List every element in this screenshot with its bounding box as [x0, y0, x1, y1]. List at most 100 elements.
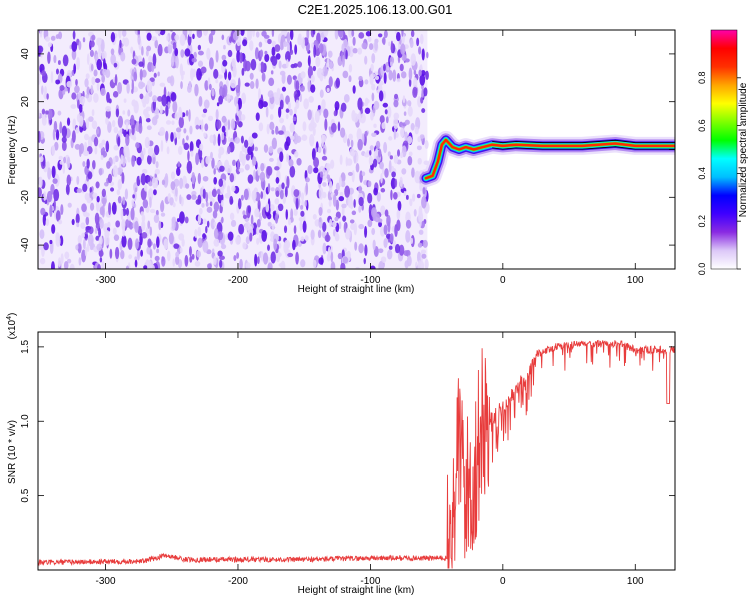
- noise-blob: [146, 45, 152, 52]
- noise-blob: [393, 191, 398, 200]
- noise-blob: [372, 239, 376, 251]
- noise-blob: [274, 44, 281, 52]
- noise-blob: [114, 73, 118, 86]
- noise-blob: [421, 253, 427, 259]
- noise-blob: [378, 261, 385, 269]
- noise-blob: [136, 156, 142, 166]
- noise-blob: [287, 252, 294, 258]
- noise-blob: [422, 187, 426, 195]
- noise-blob: [154, 39, 159, 49]
- noise-blob: [217, 133, 221, 147]
- noise-blob: [215, 79, 219, 84]
- noise-blob: [379, 161, 385, 170]
- noise-blob: [194, 229, 198, 238]
- noise-blob: [293, 208, 298, 217]
- noise-blob: [368, 43, 374, 51]
- noise-blob: [105, 140, 110, 153]
- noise-blob: [386, 249, 393, 260]
- noise-blob: [271, 137, 278, 150]
- noise-blob: [298, 216, 304, 222]
- noise-blob: [363, 102, 368, 107]
- noise-blob: [424, 140, 429, 150]
- noise-blob: [364, 225, 368, 238]
- noise-blob: [47, 167, 52, 180]
- noise-blob: [424, 258, 429, 269]
- noise-blob: [126, 82, 130, 94]
- noise-blob: [370, 63, 374, 72]
- noise-blob: [172, 100, 178, 114]
- noise-blob: [363, 257, 366, 265]
- noise-blob: [82, 239, 86, 250]
- noise-blob: [183, 142, 190, 151]
- noise-blob: [254, 146, 259, 152]
- noise-blob: [290, 208, 294, 220]
- noise-blob: [194, 260, 201, 267]
- noise-blob: [383, 238, 388, 249]
- noise-blob: [286, 74, 292, 85]
- noise-blob: [62, 54, 69, 67]
- noise-blob: [217, 231, 224, 241]
- noise-blob: [383, 141, 388, 154]
- noise-blob: [389, 61, 393, 67]
- noise-blob: [69, 263, 75, 269]
- noise-blob: [274, 198, 280, 205]
- noise-blob: [96, 243, 102, 251]
- noise-blob: [78, 40, 82, 51]
- noise-blob: [261, 229, 268, 242]
- noise-blob: [361, 42, 367, 50]
- noise-blob: [125, 265, 130, 269]
- noise-blob: [206, 206, 213, 213]
- noise-blob: [110, 53, 116, 65]
- noise-blob: [216, 102, 220, 107]
- noise-blob: [46, 190, 53, 203]
- noise-blob: [271, 40, 277, 47]
- noise-blob: [156, 248, 160, 254]
- snr-x-tick-label: -200: [228, 576, 248, 587]
- noise-blob: [310, 229, 315, 240]
- noise-blob: [187, 150, 190, 162]
- noise-blob: [279, 189, 284, 200]
- noise-blob: [211, 157, 215, 169]
- noise-blob: [47, 51, 51, 64]
- noise-blob: [161, 179, 166, 186]
- noise-blob: [344, 185, 351, 198]
- noise-blob: [307, 164, 313, 175]
- noise-blob: [83, 133, 89, 141]
- noise-blob: [137, 225, 143, 236]
- noise-blob: [181, 238, 185, 247]
- noise-blob: [236, 50, 241, 63]
- noise-blob: [289, 135, 295, 141]
- noise-blob: [364, 79, 369, 85]
- noise-blob: [348, 63, 353, 73]
- noise-blob: [197, 226, 202, 237]
- noise-blob: [163, 238, 169, 250]
- noise-blob: [55, 235, 61, 247]
- noise-blob: [364, 130, 368, 137]
- snr-y-tick-label: 1.0: [20, 414, 31, 428]
- noise-blob: [51, 261, 55, 269]
- noise-blob: [190, 150, 194, 157]
- noise-blob: [323, 108, 329, 119]
- noise-blob: [269, 113, 274, 121]
- noise-blob: [41, 108, 46, 115]
- noise-blob: [242, 39, 248, 47]
- noise-blob: [81, 232, 85, 239]
- spectrogram-y-ticks: -40 -20 0 20 40: [20, 48, 675, 252]
- noise-blob: [43, 242, 49, 251]
- noise-blob: [413, 70, 417, 75]
- noise-blob: [99, 218, 104, 229]
- noise-blob: [180, 49, 185, 58]
- noise-blob: [338, 176, 342, 188]
- noise-blob: [307, 80, 311, 93]
- noise-blob: [128, 254, 133, 260]
- noise-blob: [374, 213, 381, 223]
- noise-blob: [94, 212, 100, 225]
- noise-blob: [347, 196, 353, 208]
- noise-blob: [298, 33, 302, 40]
- noise-blob: [409, 198, 413, 207]
- spectrogram-x-tick-label: 0: [500, 275, 506, 286]
- noise-blob: [256, 256, 260, 265]
- noise-blob: [117, 136, 121, 147]
- noise-blob: [236, 103, 239, 116]
- noise-blob: [295, 251, 299, 265]
